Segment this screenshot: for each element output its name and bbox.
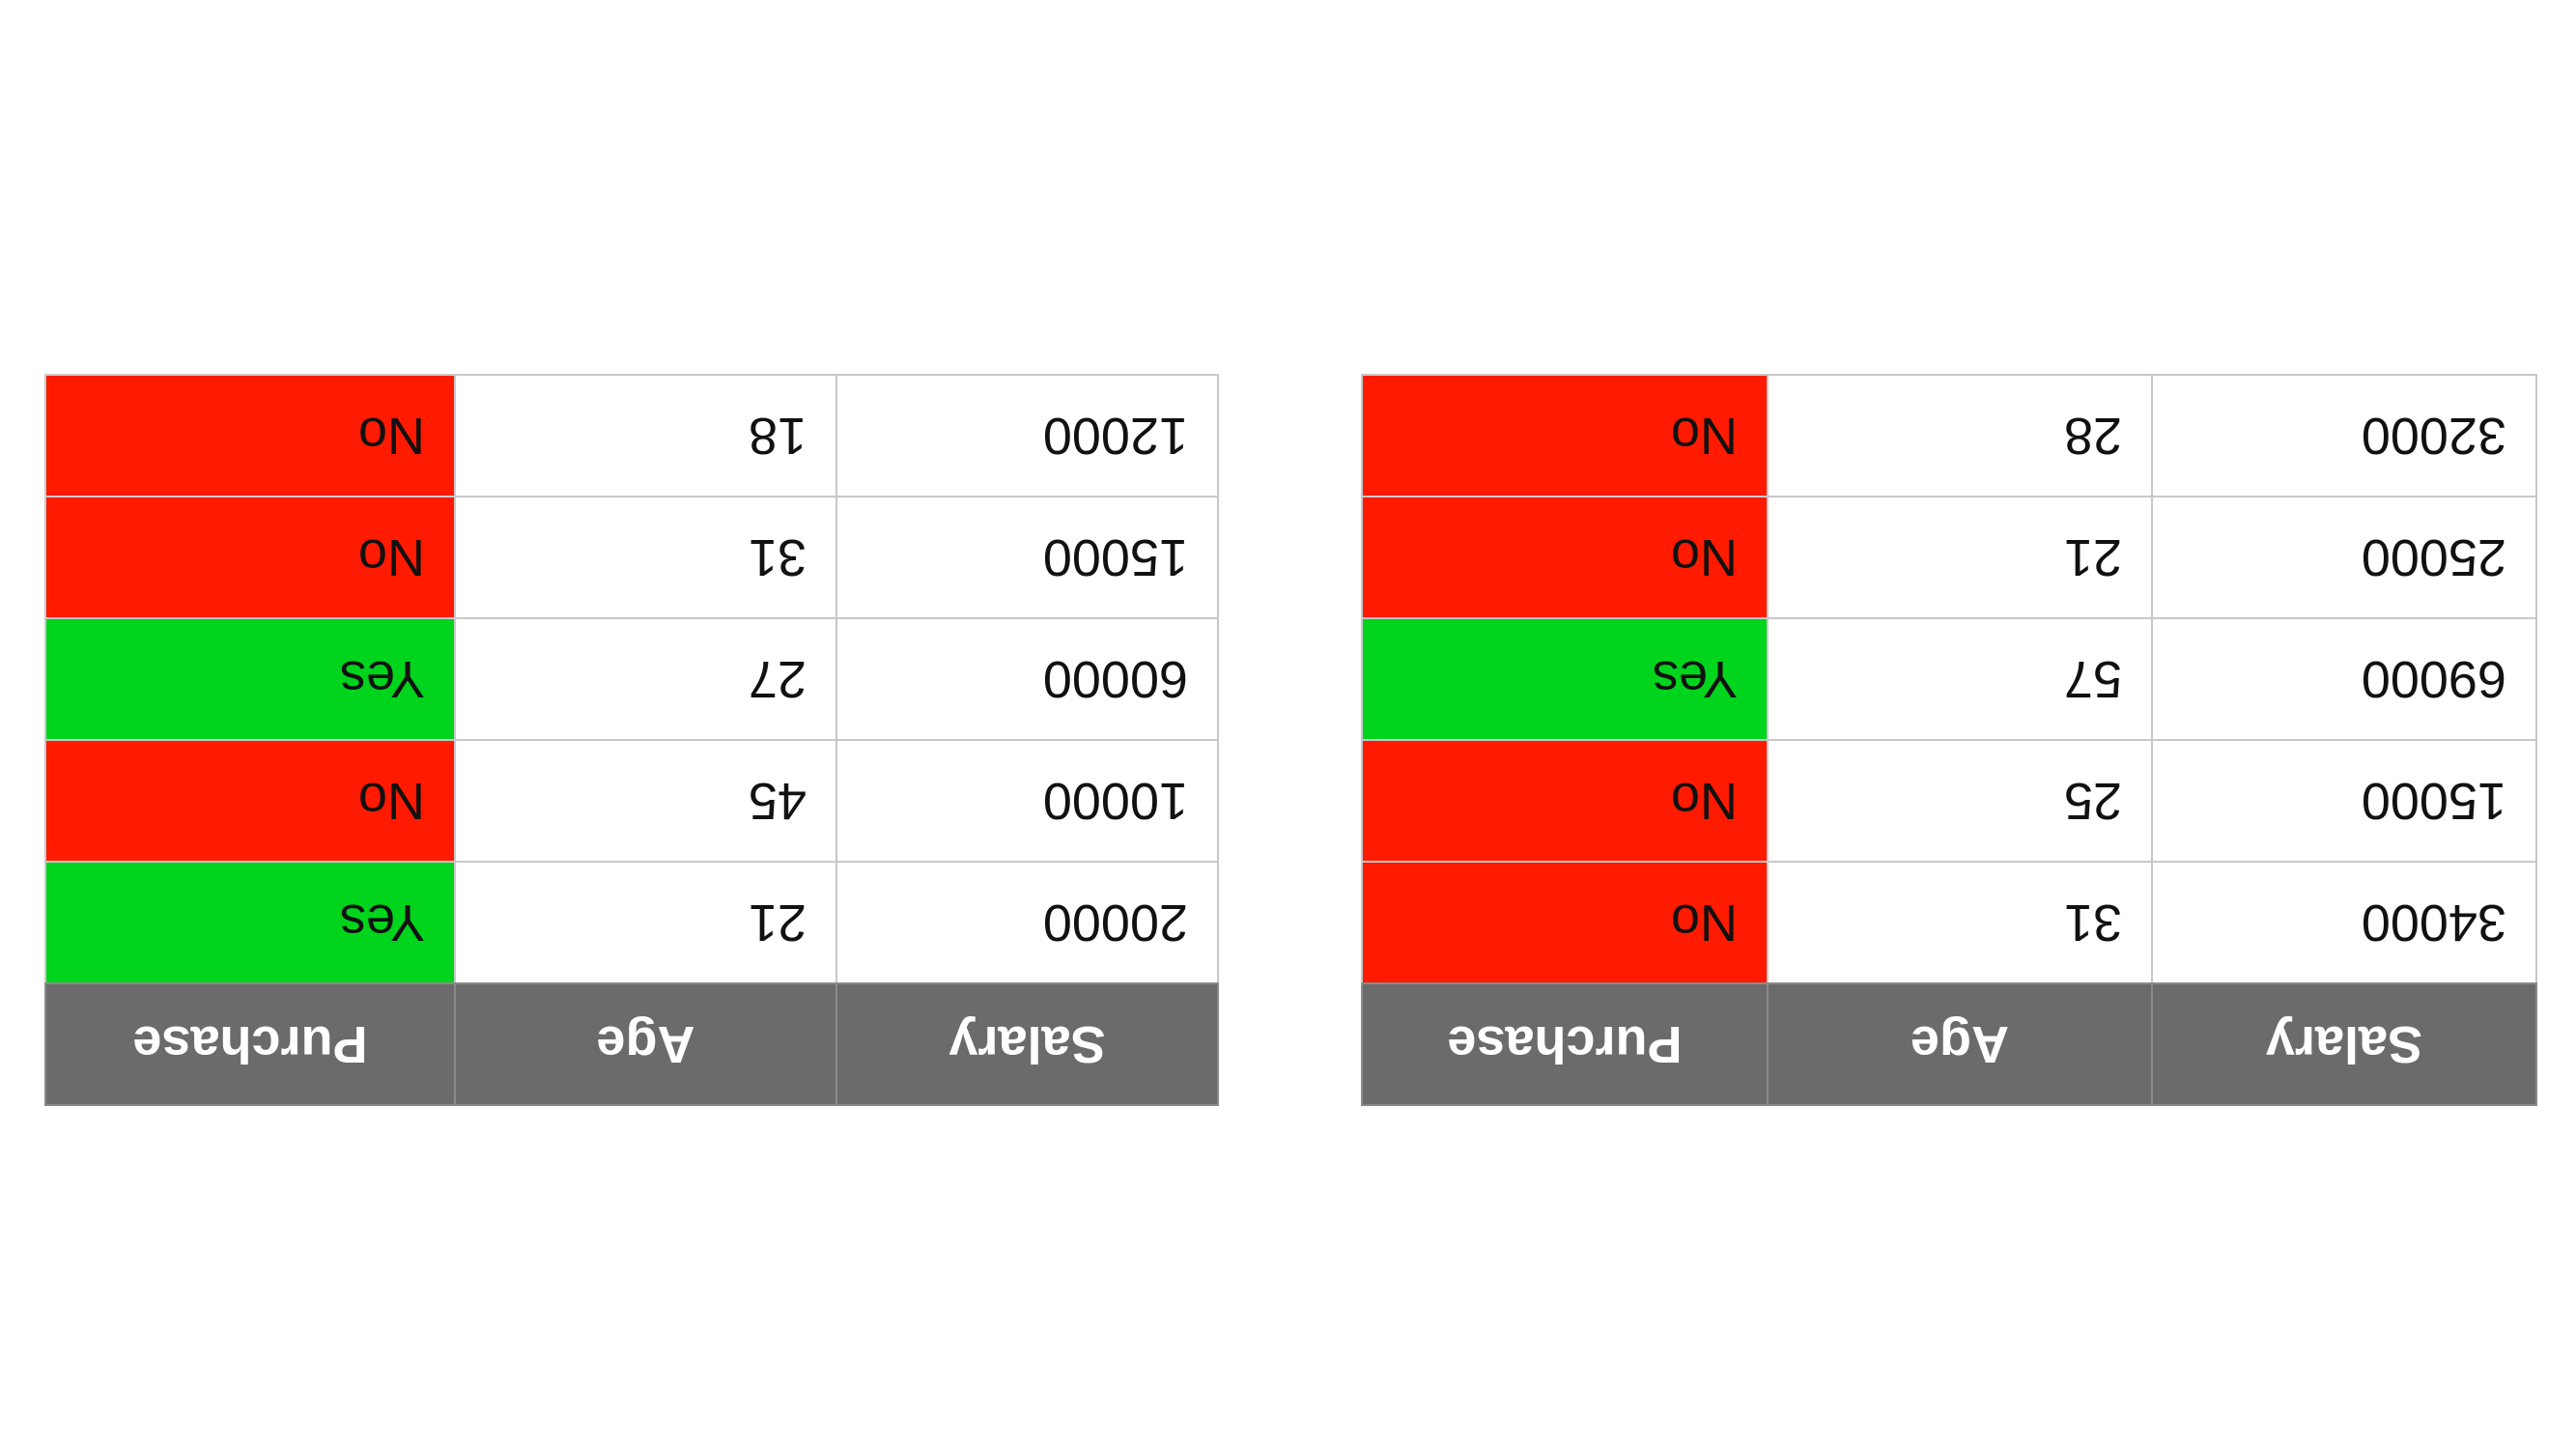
salary-cell: 10000 [836,740,1218,862]
age-cell: 28 [1768,375,2152,497]
purchase-cell: No [1362,740,1768,862]
age-cell: 21 [455,862,836,983]
purchase-cell: No [45,375,455,497]
purchase-cell: No [1362,862,1768,983]
column-header-age: Age [1768,983,2152,1105]
table-row: 10000 45 No [45,740,1218,862]
table-row: 60000 27 Yes [45,618,1218,740]
purchase-cell: No [1362,375,1768,497]
header-row: Salary Age Purchase [1362,983,2536,1105]
salary-cell: 69000 [2152,618,2536,740]
age-cell: 31 [455,497,836,618]
table-row: 32000 28 No [1362,375,2536,497]
purchase-cell: No [45,740,455,862]
age-cell: 25 [1768,740,2152,862]
table-row: 20000 21 Yes [45,862,1218,983]
purchase-cell: No [45,497,455,618]
age-cell: 45 [455,740,836,862]
salary-cell: 12000 [836,375,1218,497]
salary-cell: 25000 [2152,497,2536,618]
purchase-cell: No [1362,497,1768,618]
salary-cell: 34000 [2152,862,2536,983]
age-cell: 31 [1768,862,2152,983]
purchase-cell: Yes [1362,618,1768,740]
table-row: 15000 31 No [45,497,1218,618]
table-row: 15000 25 No [1362,740,2536,862]
purchase-cell: Yes [45,862,455,983]
table-row: 34000 31 No [1362,862,2536,983]
age-cell: 27 [455,618,836,740]
salary-cell: 15000 [836,497,1218,618]
table-row: 25000 21 No [1362,497,2536,618]
salary-cell: 15000 [2152,740,2536,862]
table-row: 69000 57 Yes [1362,618,2536,740]
column-header-purchase: Purchase [45,983,455,1105]
column-header-purchase: Purchase [1362,983,1768,1105]
salary-cell: 60000 [836,618,1218,740]
column-header-age: Age [455,983,836,1105]
purchase-cell: Yes [45,618,455,740]
column-header-salary: Salary [2152,983,2536,1105]
table-row: 12000 18 No [45,375,1218,497]
purchase-table-2: Salary Age Purchase 34000 31 No 15000 25 No 6900… [1361,374,2537,1106]
purchase-table-1: Salary Age Purchase 20000 21 Yes 10000 45 No 600… [44,374,1219,1106]
age-cell: 18 [455,375,836,497]
age-cell: 57 [1768,618,2152,740]
age-cell: 21 [1768,497,2152,618]
salary-cell: 20000 [836,862,1218,983]
header-row: Salary Age Purchase [45,983,1218,1105]
salary-cell: 32000 [2152,375,2536,497]
column-header-salary: Salary [836,983,1218,1105]
